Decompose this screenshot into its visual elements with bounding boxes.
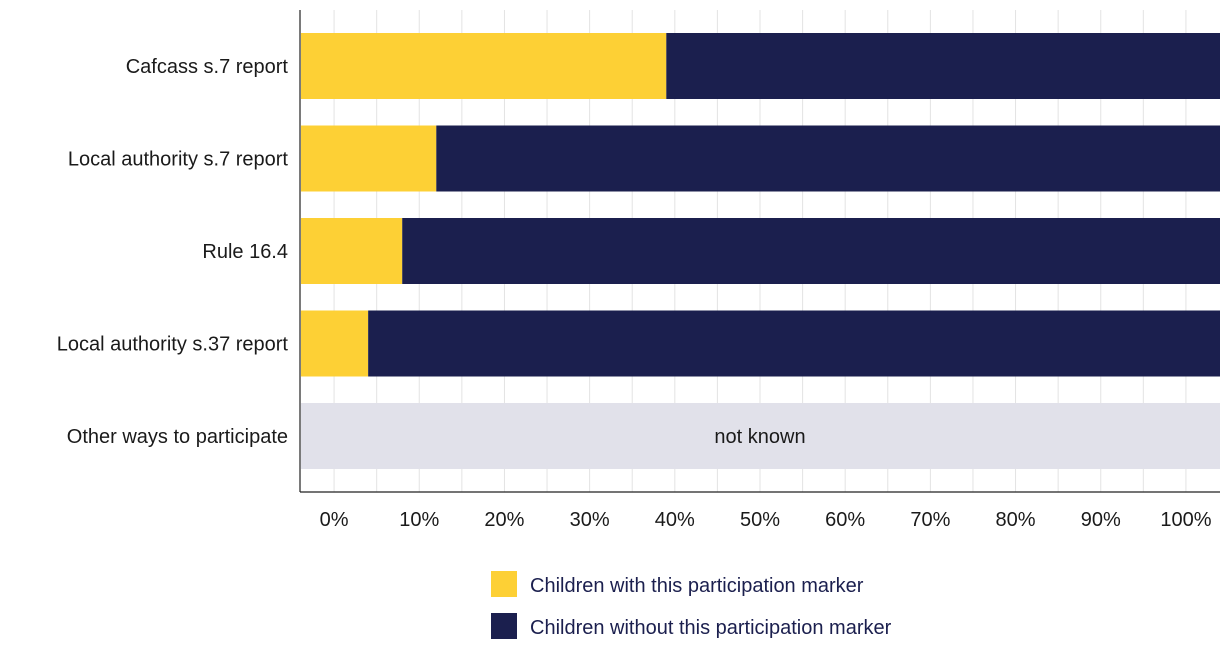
- x-tick-label: 30%: [570, 509, 610, 531]
- bar-segment: [402, 218, 1220, 284]
- x-tick-label: 60%: [825, 509, 865, 531]
- x-tick-label: 40%: [655, 509, 695, 531]
- bar-segment: [436, 125, 1221, 192]
- legend-swatch: [491, 613, 517, 639]
- x-tick-label: 10%: [399, 509, 439, 531]
- x-tick-labels: 0% 10% 20% 30% 40% 50% 60% 70% 80% 90% 100%: [320, 509, 1212, 531]
- x-tick-label: 70%: [910, 509, 950, 531]
- bar-segment: [666, 33, 1220, 99]
- x-tick-label: 20%: [484, 509, 524, 531]
- axes: [299, 10, 1220, 493]
- not-known-label: not known: [714, 426, 805, 448]
- bar-segment: [301, 218, 403, 284]
- legend-swatch: [491, 571, 517, 597]
- category-label: Local authority s.7 report: [68, 149, 289, 171]
- category-labels: Cafcass s.7 report Local authority s.7 re…: [57, 56, 289, 448]
- x-tick-label: 80%: [996, 509, 1036, 531]
- legend-label: Children with this participation marker: [530, 575, 864, 597]
- category-label: Cafcass s.7 report: [126, 56, 289, 78]
- bar-segment: [368, 310, 1220, 377]
- x-tick-label: 50%: [740, 509, 780, 531]
- bars: not known: [301, 33, 1221, 469]
- x-tick-label: 0%: [320, 509, 349, 531]
- x-tick-label: 90%: [1081, 509, 1121, 531]
- bar-not-known: [301, 403, 1220, 469]
- category-label: Other ways to participate: [67, 426, 288, 448]
- bar-segment: [301, 125, 437, 192]
- category-label: Local authority s.37 report: [57, 334, 289, 356]
- legend-label: Children without this participation mark…: [530, 617, 892, 639]
- category-label: Rule 16.4: [202, 241, 288, 263]
- bar-segment: [301, 33, 667, 99]
- x-tick-label: 100%: [1160, 509, 1211, 531]
- bar-segment: [301, 310, 369, 377]
- legend: Children with this participation marker C…: [491, 571, 892, 639]
